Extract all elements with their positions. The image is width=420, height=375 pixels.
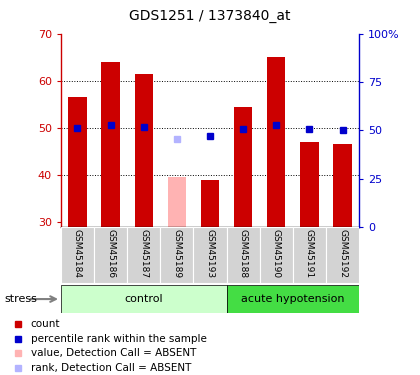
- Text: control: control: [124, 294, 163, 304]
- Bar: [293, 227, 326, 283]
- Bar: [160, 227, 194, 283]
- Bar: [135, 74, 153, 227]
- Bar: [61, 285, 226, 313]
- Text: rank, Detection Call = ABSENT: rank, Detection Call = ABSENT: [31, 363, 191, 373]
- Text: count: count: [31, 319, 60, 329]
- Text: value, Detection Call = ABSENT: value, Detection Call = ABSENT: [31, 348, 196, 358]
- Text: GSM45192: GSM45192: [338, 228, 347, 278]
- Bar: [61, 227, 94, 283]
- Text: GDS1251 / 1373840_at: GDS1251 / 1373840_at: [129, 9, 291, 23]
- Bar: [300, 142, 318, 227]
- Text: stress: stress: [4, 294, 37, 304]
- Bar: [201, 180, 219, 227]
- Text: acute hypotension: acute hypotension: [241, 294, 344, 304]
- Bar: [326, 227, 359, 283]
- Text: GSM45188: GSM45188: [239, 228, 248, 278]
- Text: GSM45186: GSM45186: [106, 228, 115, 278]
- Bar: [226, 285, 359, 313]
- Bar: [234, 107, 252, 227]
- Text: GSM45187: GSM45187: [139, 228, 148, 278]
- Bar: [127, 227, 160, 283]
- Text: GSM45190: GSM45190: [272, 228, 281, 278]
- Bar: [267, 57, 285, 227]
- Text: GSM45191: GSM45191: [305, 228, 314, 278]
- Bar: [168, 177, 186, 227]
- Bar: [194, 227, 226, 283]
- Bar: [260, 227, 293, 283]
- Text: percentile rank within the sample: percentile rank within the sample: [31, 334, 207, 344]
- Text: GSM45184: GSM45184: [73, 228, 82, 278]
- Bar: [226, 227, 260, 283]
- Bar: [102, 62, 120, 227]
- Bar: [68, 98, 87, 227]
- Bar: [333, 144, 352, 227]
- Text: GSM45189: GSM45189: [172, 228, 181, 278]
- Text: GSM45193: GSM45193: [205, 228, 215, 278]
- Bar: [94, 227, 127, 283]
